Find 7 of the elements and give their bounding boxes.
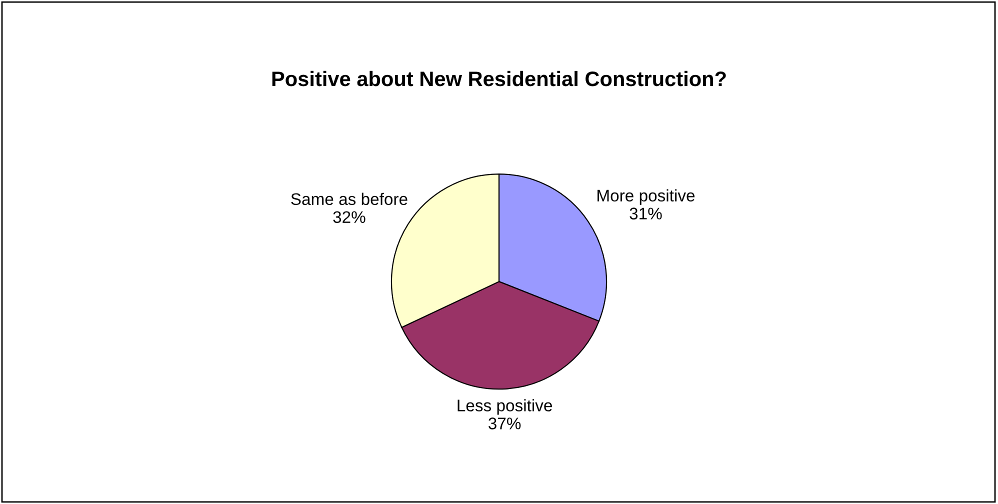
chart-title: Positive about New Residential Construction? (272, 70, 726, 86)
slice-label: More positive (598, 189, 695, 205)
slice-label: Same as before (291, 192, 408, 206)
data-label: 31% (630, 208, 662, 220)
slice-label: Less positive (458, 399, 552, 415)
data-label: 32% (333, 211, 366, 224)
data-label: 37% (488, 418, 521, 430)
